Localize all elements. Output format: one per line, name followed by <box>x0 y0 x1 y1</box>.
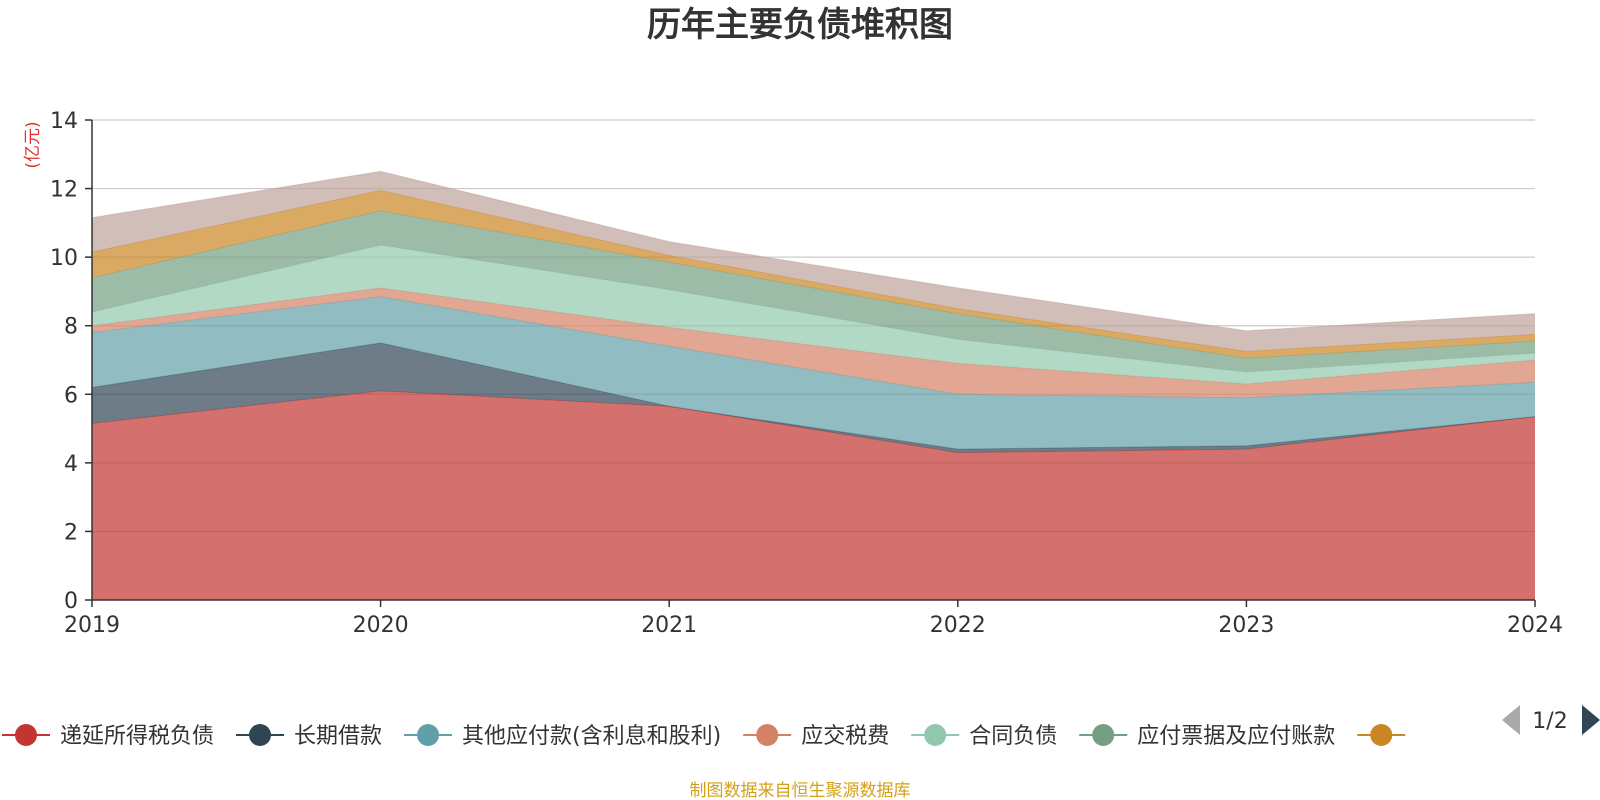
y-axis-unit-label: (亿元) <box>23 121 43 168</box>
axes: 0 2 4 6 8 10 12 14 2019 2020 2021 2022 2023 2024 <box>50 109 1563 638</box>
area-series-line-8 <box>91 170 1536 332</box>
legend-marker <box>1370 724 1393 746</box>
legend-pager: 1/2 <box>1502 705 1600 735</box>
x-tick-label: 2020 <box>353 613 409 638</box>
y-tick-label: 2 <box>64 520 78 545</box>
area-series-3 <box>92 296 1535 450</box>
legend-item[interactable]: 合同负债 <box>911 724 1057 749</box>
legend-label: 合同负债 <box>969 724 1057 749</box>
area-series-group <box>91 170 1536 600</box>
legend-item[interactable]: 应交税费 <box>743 724 889 749</box>
x-tick-label: 2021 <box>641 613 697 638</box>
legend-marker <box>249 724 272 746</box>
legend: 递延所得税负债 长期借款 其他应付款(含利息和股利) 应交税费 合同负债 应付票据及应付账… <box>2 724 1406 749</box>
legend-marker <box>15 724 37 746</box>
x-tick-label: 2023 <box>1218 613 1274 638</box>
area-series-4 <box>92 288 1535 398</box>
area-series-5 <box>92 245 1535 384</box>
y-tick-label: 0 <box>64 589 78 614</box>
y-tick-label: 8 <box>64 315 78 340</box>
area-series-1 <box>92 390 1535 600</box>
y-tick-label: 10 <box>50 246 78 271</box>
y-tick-label: 12 <box>50 178 78 203</box>
y-tick-label: 6 <box>64 383 78 408</box>
chart-title: 历年主要负债堆积图 <box>647 5 953 45</box>
x-tick-label: 2024 <box>1507 613 1563 638</box>
legend-item[interactable]: 应付票据及应付账款 <box>1079 724 1335 749</box>
legend-label: 应交税费 <box>801 724 889 749</box>
area-series-6 <box>92 210 1535 372</box>
legend-item[interactable]: 长期借款 <box>236 724 382 749</box>
area-series-2 <box>92 342 1535 453</box>
legend-label: 应付票据及应付账款 <box>1137 724 1335 749</box>
legend-next-page-button[interactable] <box>1582 705 1600 735</box>
x-tick-label: 2022 <box>930 613 986 638</box>
area-series-8 <box>92 171 1535 352</box>
y-tick-label: 4 <box>64 452 78 477</box>
legend-item[interactable]: 其他应付款(含利息和股利) <box>404 724 721 749</box>
legend-marker <box>417 724 440 746</box>
x-tick-label: 2019 <box>64 613 120 638</box>
legend-prev-page-button[interactable] <box>1502 705 1520 735</box>
legend-label: 其他应付款(含利息和股利) <box>462 724 721 749</box>
y-tick-label: 14 <box>50 109 78 134</box>
legend-marker <box>924 724 947 746</box>
legend-marker <box>756 724 779 746</box>
legend-page-indicator: 1/2 <box>1532 709 1567 734</box>
legend-item[interactable]: 递延所得税负债 <box>2 724 214 749</box>
data-source-note: 制图数据来自恒生聚源数据库 <box>690 781 911 800</box>
legend-label: 长期借款 <box>294 724 382 749</box>
legend-item[interactable] <box>1357 724 1406 746</box>
legend-label: 递延所得税负债 <box>60 724 214 749</box>
legend-marker <box>1092 724 1115 746</box>
